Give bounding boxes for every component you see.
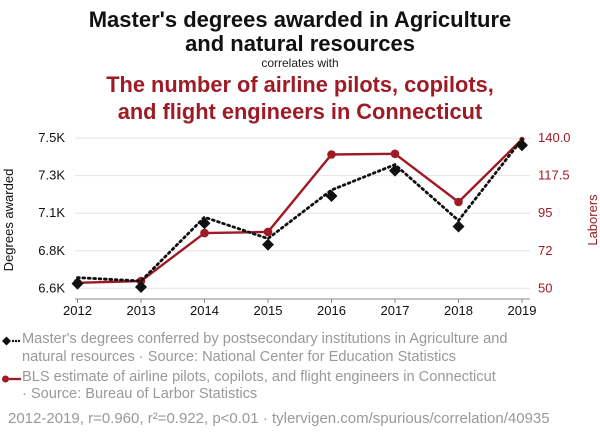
svg-text:72: 72 — [538, 243, 552, 258]
svg-text:140.0: 140.0 — [538, 130, 571, 145]
svg-text:50: 50 — [538, 280, 552, 295]
svg-text:2015: 2015 — [254, 303, 283, 318]
svg-text:Degrees awarded: Degrees awarded — [1, 169, 16, 272]
svg-text:2013: 2013 — [127, 303, 156, 318]
svg-text:95: 95 — [538, 205, 552, 220]
svg-text:7.1K: 7.1K — [38, 205, 65, 220]
svg-text:117.5: 117.5 — [538, 168, 570, 183]
svg-text:2017: 2017 — [381, 303, 410, 318]
svg-text:2018: 2018 — [444, 303, 473, 318]
svg-text:2014: 2014 — [190, 303, 219, 318]
svg-text:7.3K: 7.3K — [38, 168, 65, 183]
svg-text:Laborers: Laborers — [585, 194, 600, 246]
svg-text:6.8K: 6.8K — [38, 243, 65, 258]
svg-text:6.6K: 6.6K — [38, 280, 65, 295]
svg-text:2012: 2012 — [63, 303, 92, 318]
svg-text:7.5K: 7.5K — [38, 130, 65, 145]
svg-text:2016: 2016 — [317, 303, 346, 318]
svg-text:2019: 2019 — [508, 303, 537, 318]
